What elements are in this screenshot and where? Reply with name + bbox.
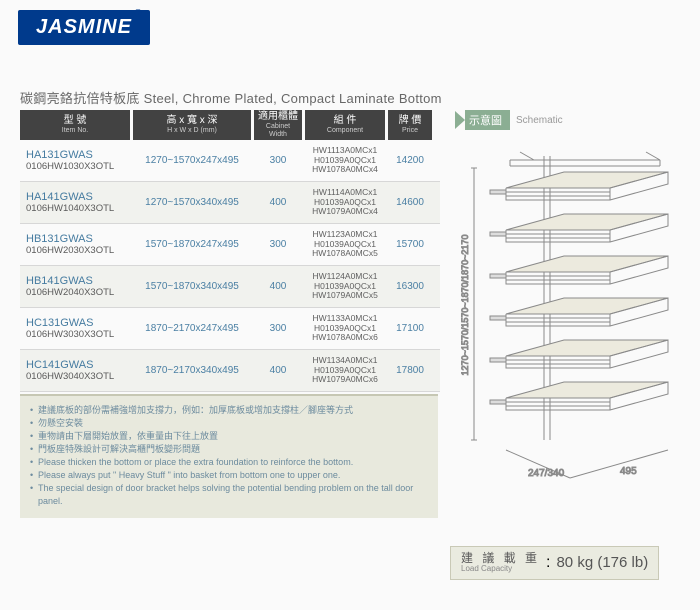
table-header: 型 號Item No. 高 x 寬 x 深H x W x D (mm) 適用櫃體… [20,110,440,140]
cell-price: 16300 [388,281,432,292]
table-row: HC141GWAS0106HW3040X3OTL1870~2170x340x49… [20,350,440,392]
load-capacity: 建 議 載 重 Load Capacity : 80 kg (176 lb) [450,546,659,580]
load-label: 建 議 載 重 Load Capacity [461,552,540,574]
note-item: Please always put " Heavy Stuff " into b… [30,469,428,482]
cell-cab: 400 [254,365,302,376]
svg-text:247/340: 247/340 [528,468,565,479]
note-item: The special design of door bracket helps… [30,482,428,508]
schematic-tab: 示意圖 Schematic [455,110,563,130]
table-row: HB141GWAS0106HW2040X3OTL1570~1870x340x49… [20,266,440,308]
cell-price: 14200 [388,155,432,166]
schematic-label-en: Schematic [516,115,563,126]
cell-hwd: 1570~1870x247x495 [133,239,251,250]
cell-price: 17800 [388,365,432,376]
cell-hwd: 1870~2170x340x495 [133,365,251,376]
th-comp: 組 件Component [305,110,385,140]
note-item: Please thicken the bottom or place the e… [30,456,428,469]
cell-item: HA141GWAS0106HW1040X3OTL [20,191,130,214]
cell-cab: 300 [254,323,302,334]
cell-cab: 400 [254,281,302,292]
trademark-icon: ® [134,8,142,20]
th-item: 型 號Item No. [20,110,130,140]
cell-cab: 300 [254,239,302,250]
cell-cab: 300 [254,155,302,166]
load-value: 80 kg (176 lb) [556,554,648,571]
cell-price: 14600 [388,197,432,208]
cell-price: 17100 [388,323,432,334]
cell-comp: HW1113A0MCx1H01039A0QCx1HW1078A0MCx4 [305,146,385,175]
cell-comp: HW1123A0MCx1H01039A0QCx1HW1078A0MCx5 [305,230,385,259]
schematic-label-cn: 示意圖 [465,110,510,130]
cell-item: HA131GWAS0106HW1030X3OTL [20,149,130,172]
spec-table: 型 號Item No. 高 x 寬 x 深H x W x D (mm) 適用櫃體… [20,110,440,392]
brand-logo: JASMINE [18,10,150,45]
colon: : [546,554,550,572]
th-cab: 適用櫃體Cabinet Width [254,110,302,140]
table-row: HC131GWAS0106HW3030X3OTL1870~2170x247x49… [20,308,440,350]
note-item: 重物請由下層開始放置，依重量由下往上放置 [30,430,428,443]
cell-item: HB141GWAS0106HW2040X3OTL [20,275,130,298]
product-subtitle: 碳鋼亮鉻抗倍特板底 Steel, Chrome Plated, Compact … [20,88,442,107]
cell-hwd: 1270~1570x247x495 [133,155,251,166]
cell-comp: HW1134A0MCx1H01039A0QCx1HW1079A0MCx6 [305,356,385,385]
cell-cab: 400 [254,197,302,208]
note-item: 建議底板的部份需補強增加支撐力，例如：加厚底板或增加支撐柱／腳座等方式 [30,404,428,417]
svg-text:1270~1570/1570~1870/1870~2170: 1270~1570/1570~1870/1870~2170 [460,235,470,376]
note-item: 勿懸空安裝 [30,417,428,430]
cell-comp: HW1133A0MCx1H01039A0QCx1HW1078A0MCx6 [305,314,385,343]
cell-hwd: 1570~1870x340x495 [133,281,251,292]
svg-text:495: 495 [620,466,637,477]
table-body: HA131GWAS0106HW1030X3OTL1270~1570x247x49… [20,140,440,392]
cell-comp: HW1114A0MCx1H01039A0QCx1HW1079A0MCx4 [305,188,385,217]
cell-item: HC141GWAS0106HW3040X3OTL [20,359,130,382]
th-hwd: 高 x 寬 x 深H x W x D (mm) [133,110,251,140]
schematic-diagram: 1270~1570/1570~1870/1870~2170 247/340 49… [460,140,680,500]
th-price: 牌 價Price [388,110,432,140]
cell-hwd: 1870~2170x247x495 [133,323,251,334]
cell-comp: HW1124A0MCx1H01039A0QCx1HW1079A0MCx5 [305,272,385,301]
arrow-icon [455,111,465,129]
cell-hwd: 1270~1570x340x495 [133,197,251,208]
table-row: HA141GWAS0106HW1040X3OTL1270~1570x340x49… [20,182,440,224]
table-row: HB131GWAS0106HW2030X3OTL1570~1870x247x49… [20,224,440,266]
note-item: 門板座特殊設計可解決高櫃門板變形問題 [30,443,428,456]
cell-item: HB131GWAS0106HW2030X3OTL [20,233,130,256]
notes-box: 建議底板的部份需補強增加支撐力，例如：加厚底板或增加支撐柱／腳座等方式勿懸空安裝… [20,394,438,518]
cell-price: 15700 [388,239,432,250]
table-row: HA131GWAS0106HW1030X3OTL1270~1570x247x49… [20,140,440,182]
cell-item: HC131GWAS0106HW3030X3OTL [20,317,130,340]
